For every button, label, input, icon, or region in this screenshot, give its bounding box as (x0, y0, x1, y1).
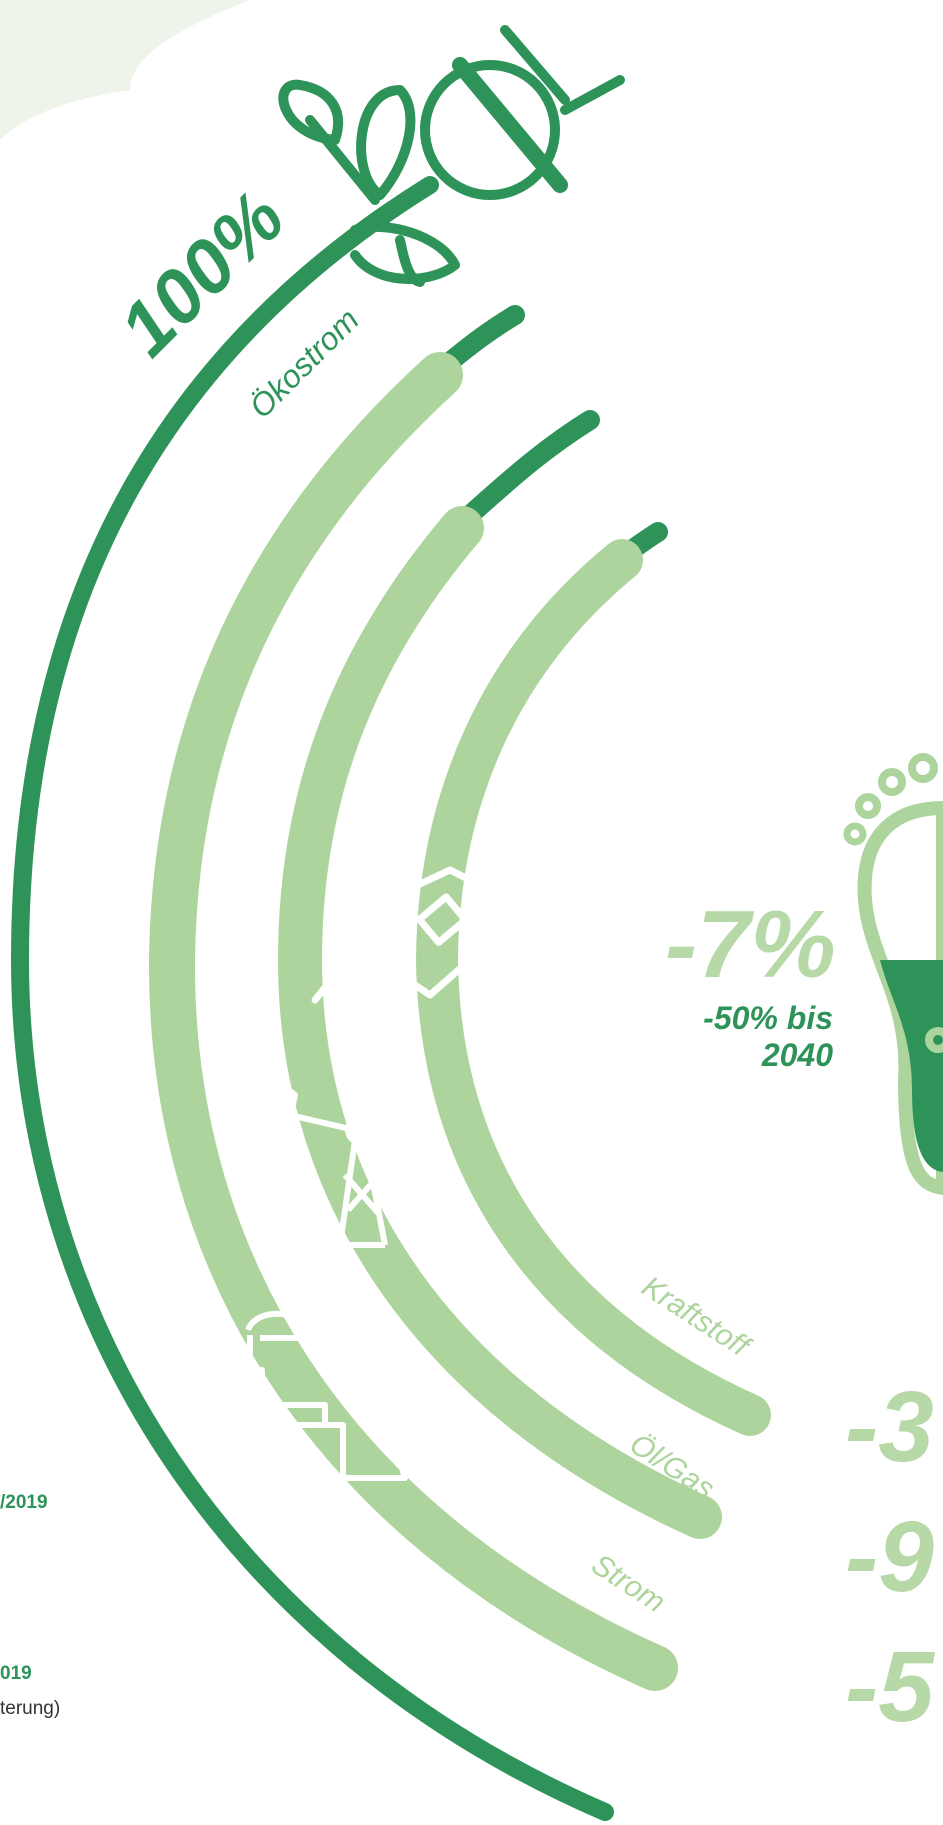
arc-kraftstoff (415, 539, 771, 1436)
kraftstoff-percent: -3 (845, 1371, 934, 1483)
arc-strom (148, 352, 678, 1691)
arc-oekostrom (10, 176, 614, 1821)
background-blob (0, 0, 250, 140)
footprint-goal: -50% bis 2040 (703, 1000, 833, 1074)
footprint-icon (843, 753, 943, 1196)
leaves-plug-icon (278, 25, 625, 287)
oelgas-percent: -9 (845, 1501, 934, 1613)
footprint-percent: -7% (665, 891, 836, 998)
footprint-goal-line2: 2040 (761, 1037, 833, 1073)
arc-oelgas (277, 506, 722, 1539)
strom-percent: -5 (845, 1631, 934, 1743)
side-text-2: 019 (0, 1663, 32, 1684)
footprint-goal-line1: -50% bis (703, 1000, 833, 1036)
side-text-1: /2019 (0, 1492, 48, 1513)
side-text-3: terung) (0, 1698, 61, 1719)
factory-icon (215, 1310, 408, 1483)
oil-pump-icon (250, 1086, 454, 1248)
fuel-nozzle-icon (311, 847, 544, 1004)
arc-oelgas-target (460, 410, 600, 525)
